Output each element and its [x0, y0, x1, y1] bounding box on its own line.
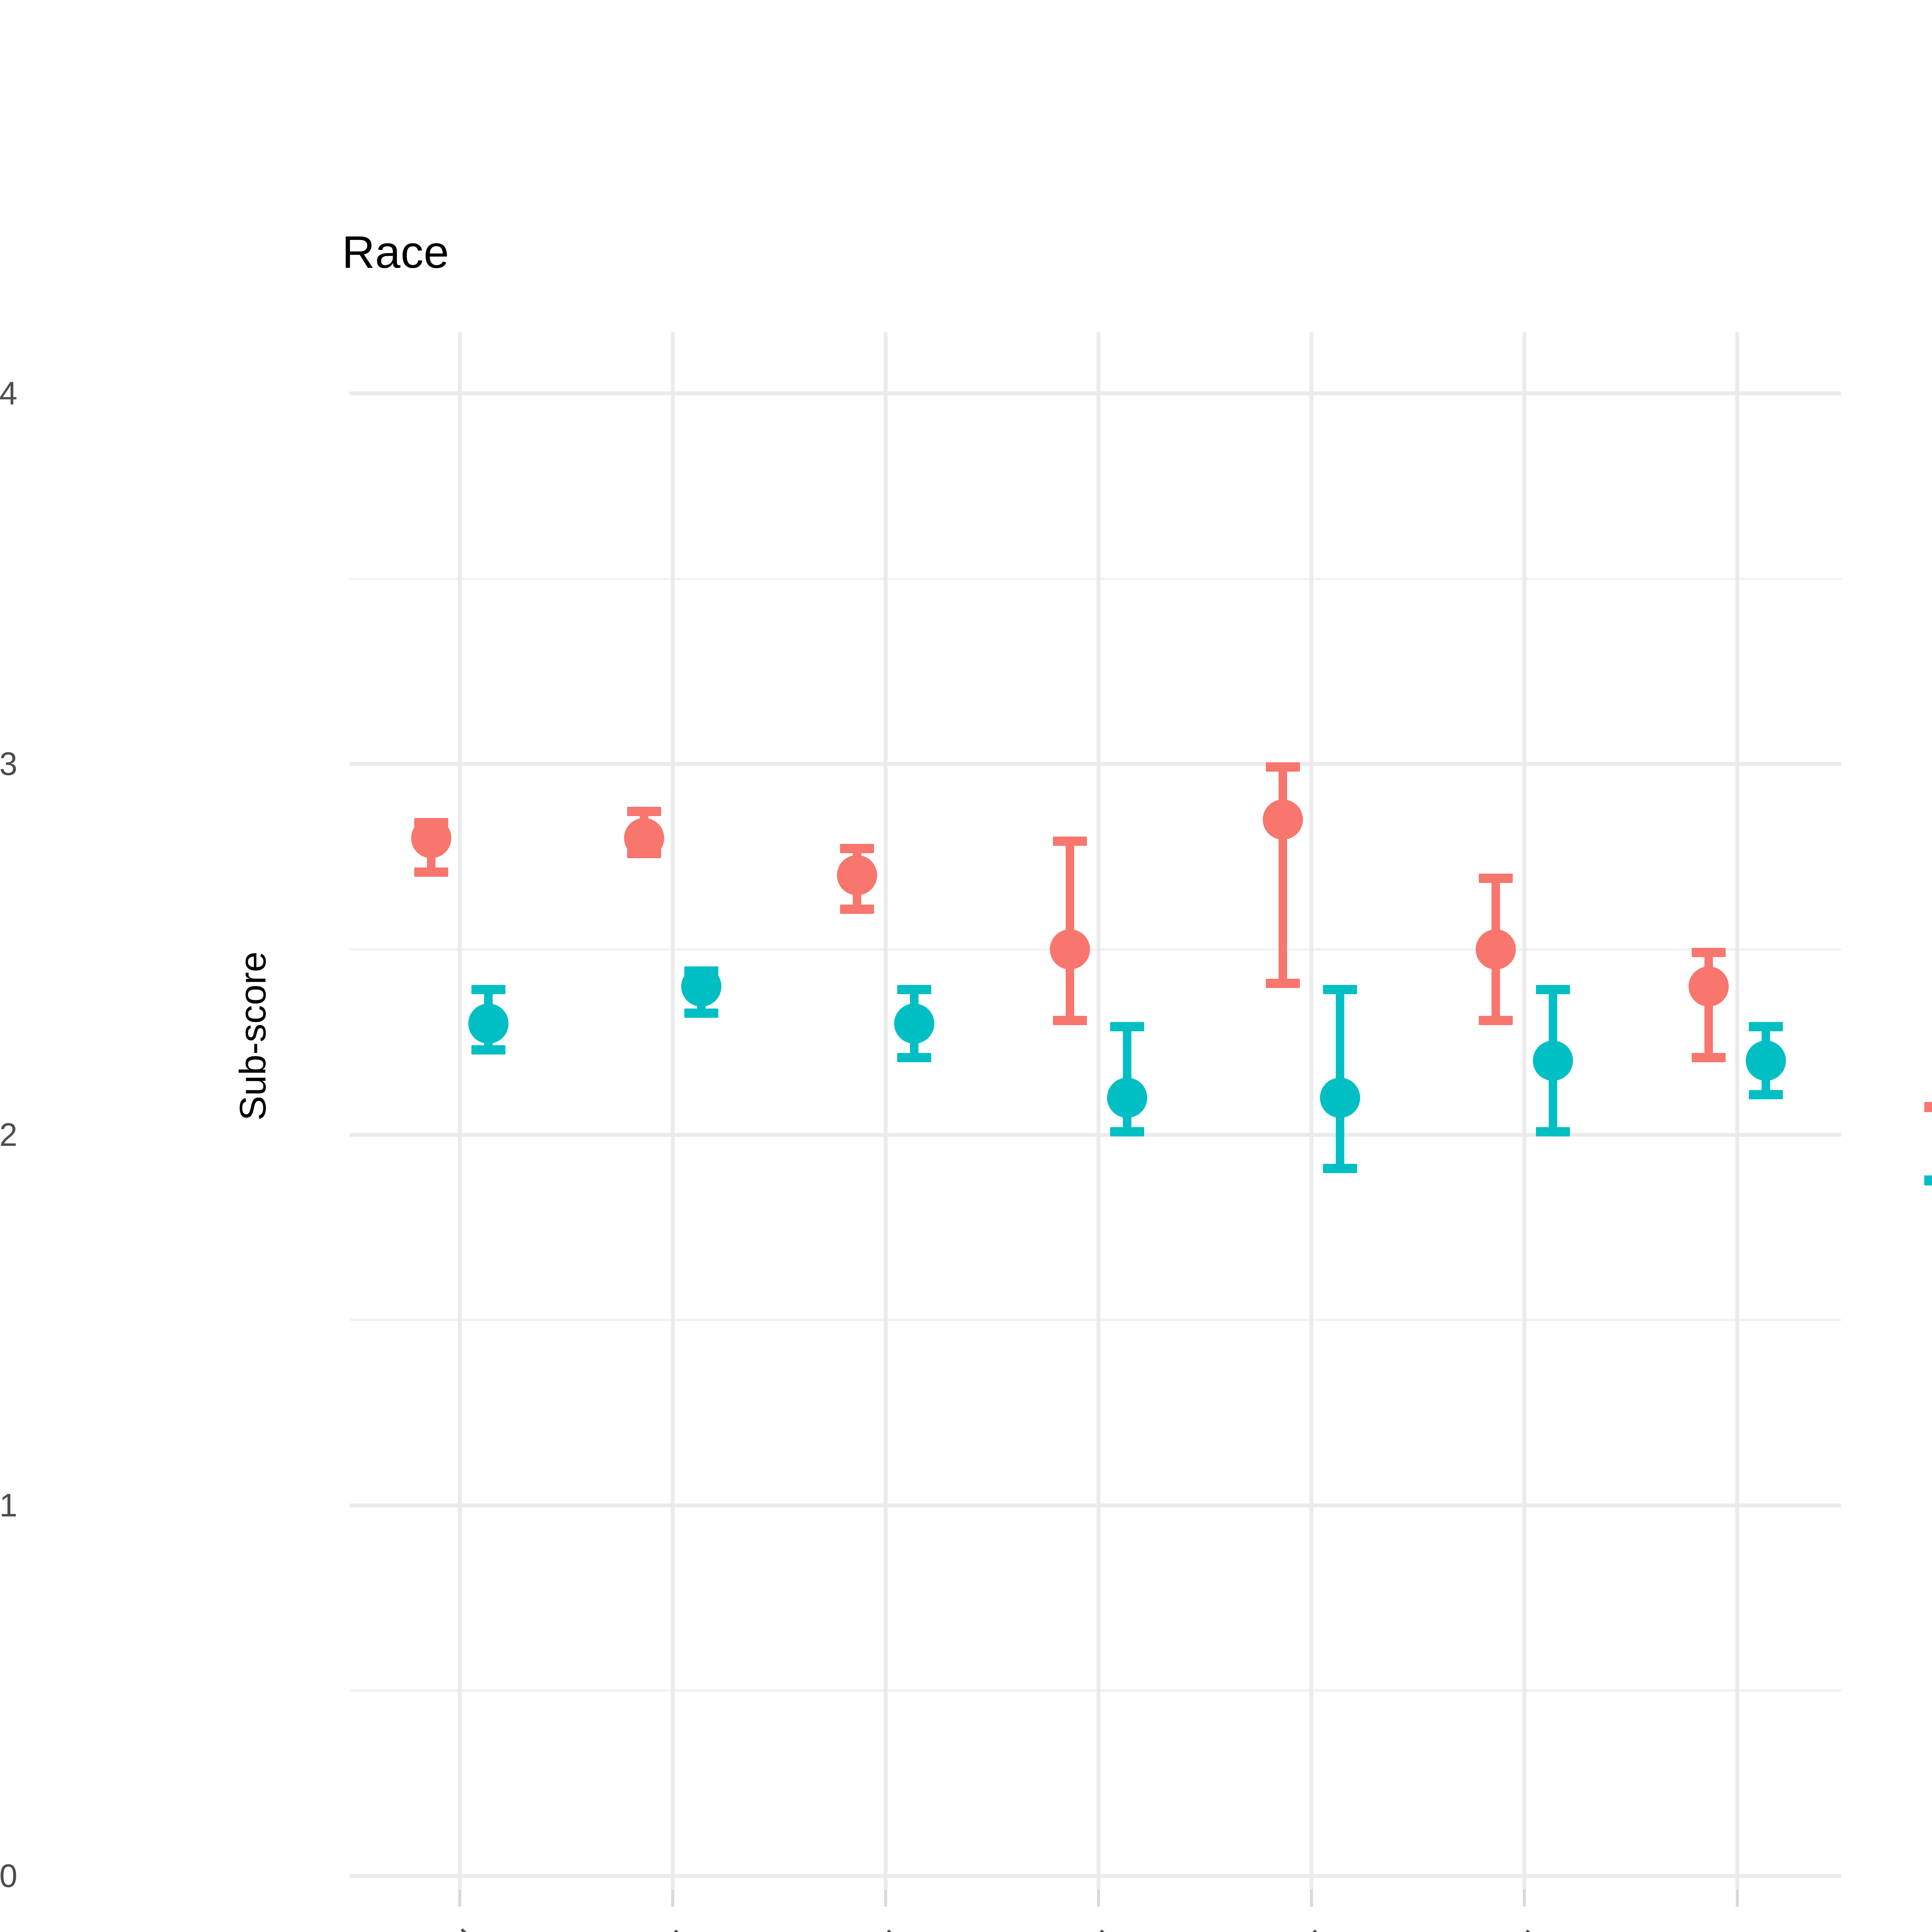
- y-axis-title: Sub-score: [232, 951, 274, 1121]
- legend-key-line: [1924, 1102, 1932, 1112]
- gridline-vertical-4: [1310, 332, 1313, 1889]
- error-bar-cap-upper: [1692, 947, 1726, 957]
- x-tick-mark: [671, 1889, 674, 1906]
- data-point[interactable]: [1107, 1077, 1147, 1118]
- legend-key-icon: [1917, 1144, 1932, 1217]
- y-tick-label: 3: [0, 745, 17, 782]
- data-point[interactable]: [1746, 1040, 1786, 1081]
- gridline-major: [350, 391, 1841, 395]
- gridline-major: [350, 762, 1841, 766]
- error-bar-cap-lower: [1323, 1164, 1357, 1173]
- x-tick-mark: [1523, 1889, 1526, 1906]
- error-bar-cap-upper: [1479, 874, 1513, 883]
- page-title: Race: [342, 227, 449, 278]
- x-tick-mark: [1310, 1889, 1313, 1906]
- error-bar-cap-upper: [627, 807, 661, 816]
- data-point[interactable]: [681, 966, 721, 1007]
- error-bar-cap-lower: [840, 904, 874, 914]
- data-point[interactable]: [1263, 799, 1303, 840]
- data-point[interactable]: [837, 855, 877, 896]
- legend-key-icon: [1917, 1070, 1932, 1144]
- error-bar-cap-lower: [1110, 1127, 1144, 1136]
- error-bar-cap-upper: [471, 985, 505, 994]
- error-bar-cap-upper: [1323, 985, 1357, 994]
- data-point[interactable]: [1050, 929, 1090, 969]
- error-bar-cap-lower: [897, 1053, 931, 1062]
- gridline-vertical-2: [884, 332, 888, 1889]
- error-bar-cap-upper: [1053, 837, 1087, 846]
- gridline-vertical-5: [1522, 332, 1526, 1889]
- x-tick-label: Hispanic: [1464, 1922, 1764, 1932]
- plot-panel: [350, 332, 1841, 1889]
- data-point[interactable]: [1533, 1040, 1573, 1081]
- error-bar-cap-lower: [1479, 1015, 1513, 1025]
- legend-item-community[interactable]: community: [1917, 1070, 1932, 1144]
- error-bar-cap-upper: [1110, 1022, 1144, 1031]
- y-tick-label: 0: [0, 1857, 17, 1894]
- error-bar-cap-lower: [414, 867, 448, 877]
- error-bar-cap-lower: [1692, 1053, 1726, 1062]
- gridline-minor: [350, 577, 1841, 580]
- x-tick-mark: [884, 1889, 887, 1906]
- gridline-minor: [350, 1319, 1841, 1321]
- error-bar-cap-lower: [1053, 1015, 1087, 1025]
- error-bar-cap-lower: [1536, 1127, 1570, 1136]
- error-bar-cap-upper: [1266, 762, 1300, 772]
- error-bar-cap-upper: [1536, 985, 1570, 994]
- x-tick-mark: [458, 1889, 461, 1906]
- x-tick-label: overall: [187, 1922, 486, 1932]
- error-bar-cap-upper: [897, 985, 931, 994]
- data-point[interactable]: [1689, 966, 1729, 1007]
- data-point[interactable]: [411, 818, 451, 859]
- legend-key-line: [1924, 1175, 1932, 1185]
- gridline-minor: [350, 1689, 1841, 1692]
- error-bar: [1279, 764, 1287, 986]
- data-point[interactable]: [1476, 929, 1516, 969]
- x-tick-mark: [1736, 1889, 1739, 1906]
- y-tick-label: 2: [0, 1116, 17, 1153]
- data-point[interactable]: [468, 1003, 509, 1044]
- error-bar-cap-upper: [840, 844, 874, 854]
- y-tick-label: 4: [0, 375, 17, 412]
- x-tick-mark: [1097, 1889, 1100, 1906]
- data-point[interactable]: [894, 1003, 934, 1044]
- x-tick-label: AI/AN only, NH: [825, 1922, 1125, 1932]
- gridline-vertical-3: [1097, 332, 1100, 1889]
- gridline-major: [350, 1503, 1841, 1507]
- gridline-minor: [350, 948, 1841, 951]
- gridline-vertical-6: [1735, 332, 1739, 1889]
- error-bar-cap-lower: [684, 1008, 718, 1018]
- gridline-vertical-1: [671, 332, 675, 1889]
- error-bar-cap-lower: [471, 1045, 505, 1055]
- x-tick-label: Multiracial, NH: [1251, 1922, 1551, 1932]
- gridline-vertical-0: [458, 332, 462, 1889]
- x-tick-label: Asian only, NH: [1038, 1922, 1338, 1932]
- error-bar-cap-upper: [1749, 1022, 1783, 1031]
- y-tick-label: 1: [0, 1487, 17, 1524]
- x-tick-label: Black only, NH: [612, 1922, 912, 1932]
- x-tick-label: White only, NH: [400, 1922, 699, 1932]
- gridline-major: [350, 1874, 1841, 1878]
- data-point[interactable]: [624, 818, 664, 859]
- error-bar-cap-lower: [1749, 1090, 1783, 1099]
- legend: communityfamily: [1917, 1070, 1932, 1217]
- error-bar-cap-lower: [1266, 978, 1300, 988]
- data-point[interactable]: [1320, 1077, 1360, 1118]
- legend-item-family[interactable]: family: [1917, 1144, 1932, 1217]
- gridline-major: [350, 1133, 1841, 1137]
